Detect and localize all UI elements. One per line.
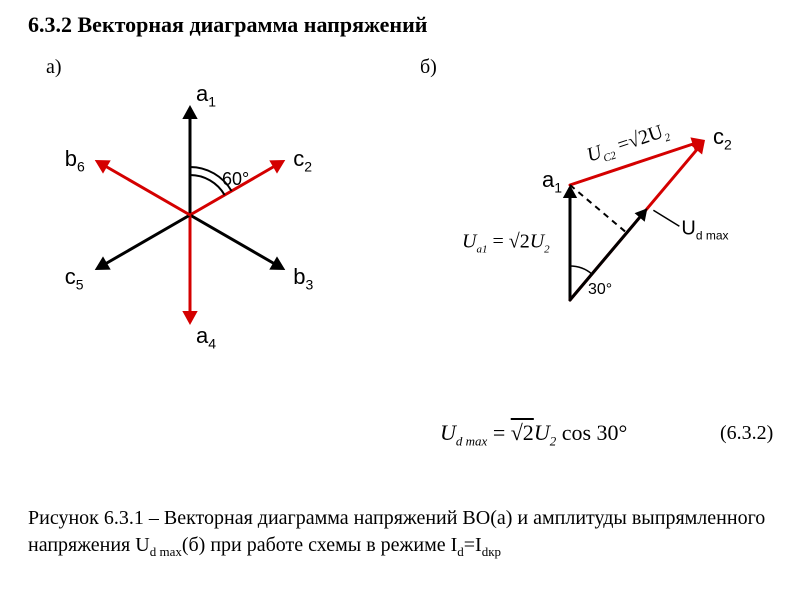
svg-text:a1: a1 — [196, 81, 216, 110]
svg-text:UC2 =√2U2: UC2 =√2U2 — [584, 119, 673, 170]
eq-U: U — [440, 420, 456, 445]
eq-sqrt: √2 — [511, 420, 534, 445]
svg-text:Ua1 = √2U2: Ua1 = √2U2 — [462, 231, 550, 256]
svg-text:c2: c2 — [713, 124, 732, 153]
equation-number: (6.3.2) — [720, 422, 773, 445]
svg-text:b6: b6 — [65, 146, 85, 175]
caption-p2: (б) при работе схемы в режиме I — [182, 534, 457, 556]
triangle-diagram: 30° Ud max a1 c2 UC2 =√2U2 Ua1 = √2U2 — [400, 0, 800, 370]
svg-text:b3: b3 — [293, 264, 313, 293]
svg-text:Ud max: Ud max — [681, 217, 728, 242]
svg-text:30°: 30° — [588, 281, 612, 298]
caption-p3: =I — [464, 534, 482, 556]
vector-star-diagram: a1 c2 b3 a4 c5 b6 60° — [0, 0, 400, 370]
equation: Ud max = √2U2 cos 30° — [440, 420, 627, 449]
figure-caption: Рисунок 6.3.1 – Векторная диаграмма напр… — [28, 505, 768, 561]
svg-text:c5: c5 — [65, 264, 84, 293]
caption-p3-sub: dкр — [482, 544, 501, 559]
eq-U2: U — [534, 420, 550, 445]
svg-text:a1: a1 — [542, 167, 562, 196]
eq-U-sub: d max — [456, 433, 487, 448]
svg-text:a4: a4 — [196, 323, 216, 352]
caption-p1-sub: d max — [150, 544, 182, 559]
eq-cos: cos 30° — [556, 420, 627, 445]
svg-text:60°: 60° — [222, 169, 249, 189]
svg-text:c2: c2 — [293, 146, 312, 175]
eq-equals: = — [487, 420, 510, 445]
